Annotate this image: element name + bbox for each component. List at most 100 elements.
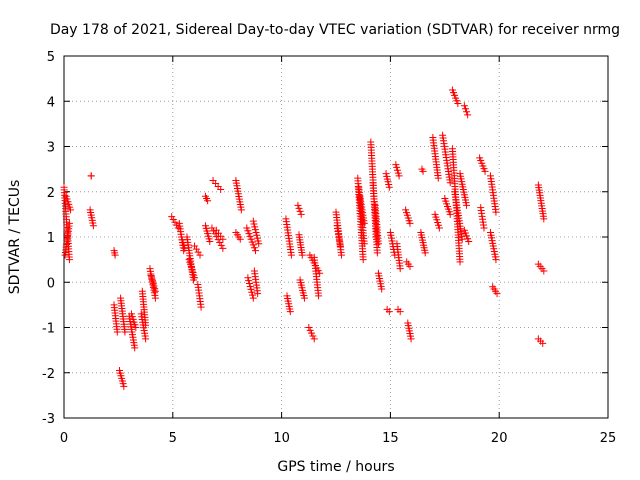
- data-point: [244, 274, 252, 282]
- data-point: [396, 265, 404, 273]
- data-point: [295, 204, 303, 212]
- data-point: [359, 256, 367, 264]
- data-point: [492, 256, 500, 264]
- data-point: [131, 344, 139, 352]
- y-tick-label: -1: [42, 322, 55, 337]
- data-point: [297, 210, 305, 218]
- data-point: [337, 251, 345, 259]
- data-point: [255, 240, 263, 248]
- data-point: [300, 294, 308, 302]
- data-point: [378, 285, 386, 293]
- data-point: [446, 179, 454, 187]
- x-tick-label: 10: [273, 431, 290, 446]
- data-point: [151, 287, 159, 295]
- data-point: [89, 222, 97, 230]
- data-point: [407, 335, 415, 343]
- data-point: [181, 244, 189, 252]
- data-point: [492, 208, 500, 216]
- data-point: [385, 183, 393, 191]
- data-point: [406, 219, 414, 227]
- data-point: [360, 240, 368, 248]
- axis-ticks: 0 5 10 15 20 25 -3 -2 -1 0 1 2 3 4 5: [42, 50, 616, 446]
- data-point: [132, 324, 140, 331]
- data-point: [111, 251, 119, 259]
- data-point: [251, 247, 259, 255]
- data-point: [142, 321, 150, 329]
- data-point: [67, 206, 75, 214]
- data-point: [247, 285, 255, 293]
- x-tick-label: 15: [382, 431, 399, 446]
- data-point: [360, 219, 368, 227]
- data-point: [191, 274, 199, 282]
- x-axis-label: GPS time / hours: [277, 459, 394, 475]
- data-point: [196, 251, 204, 259]
- data-point: [151, 294, 159, 302]
- data-point: [316, 269, 324, 277]
- data-point: [336, 242, 344, 250]
- data-point: [296, 207, 304, 215]
- data-point: [480, 224, 488, 232]
- data-point: [245, 280, 253, 288]
- data-point: [211, 230, 219, 238]
- y-tick-label: -3: [42, 412, 55, 427]
- data-point: [465, 238, 473, 246]
- data-point: [249, 294, 257, 302]
- data-point: [315, 292, 323, 300]
- data-point: [540, 267, 548, 275]
- y-tick-label: -2: [42, 367, 55, 382]
- data-points: [60, 86, 548, 390]
- data-point: [454, 100, 462, 108]
- data-point: [294, 201, 302, 209]
- data-point: [191, 242, 199, 250]
- y-axis-label: SDTVAR / TECUs: [7, 180, 23, 295]
- y-tick-label: 5: [47, 50, 55, 65]
- data-point: [458, 235, 466, 243]
- data-point: [460, 102, 468, 110]
- data-point: [539, 339, 547, 347]
- x-tick-label: 5: [169, 431, 177, 446]
- y-tick-label: 4: [47, 95, 55, 110]
- data-point: [286, 308, 294, 316]
- data-point: [142, 335, 150, 343]
- data-point: [540, 215, 548, 223]
- data-point: [192, 245, 200, 253]
- data-point: [481, 167, 489, 175]
- data-point: [120, 382, 128, 390]
- chart-title: Day 178 of 2021, Sidereal Day-to-day VTE…: [50, 22, 620, 38]
- data-point: [204, 197, 212, 205]
- data-point: [65, 256, 73, 264]
- data-point: [217, 241, 225, 249]
- data-point: [113, 328, 121, 336]
- data-point: [248, 288, 256, 296]
- data-point: [236, 235, 244, 243]
- x-tick-label: 0: [60, 431, 68, 446]
- y-tick-label: 2: [47, 186, 55, 201]
- x-tick-label: 20: [491, 431, 508, 446]
- data-point: [434, 174, 442, 182]
- data-point: [395, 172, 403, 180]
- data-point: [121, 328, 129, 336]
- data-point: [463, 108, 471, 116]
- data-point: [493, 290, 501, 298]
- data-point: [456, 258, 464, 266]
- data-point: [310, 335, 318, 343]
- data-point: [461, 105, 469, 113]
- data-point: [396, 308, 404, 316]
- data-point: [254, 290, 262, 298]
- data-point: [419, 167, 427, 175]
- data-point: [194, 248, 202, 256]
- data-point: [87, 172, 95, 180]
- data-point: [245, 277, 253, 285]
- data-point: [406, 262, 414, 270]
- data-point: [206, 238, 214, 246]
- y-tick-label: 3: [47, 141, 55, 156]
- data-point: [421, 249, 429, 257]
- data-point: [287, 251, 295, 259]
- data-point: [463, 201, 471, 209]
- data-point: [249, 291, 257, 299]
- data-point: [246, 282, 254, 290]
- data-point: [219, 235, 227, 243]
- data-point: [373, 249, 381, 257]
- y-tick-label: 0: [47, 276, 55, 291]
- data-point: [435, 224, 443, 232]
